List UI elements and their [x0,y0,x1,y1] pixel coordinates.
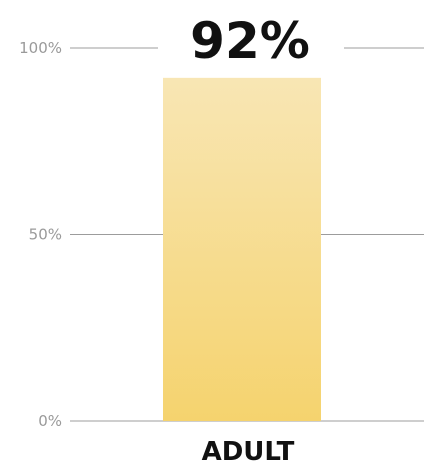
y-tick-label: 50% [29,226,62,244]
y-tick-label: 0% [38,412,62,430]
y-axis-tick-labels: 0% 50% 100% [19,39,62,430]
value-labels: 92% [190,12,310,70]
bars [163,77,321,421]
category-labels: ADULT [202,437,295,466]
bar-adult [163,77,321,421]
y-tick-label: 100% [19,39,62,57]
bar-value-label: 92% [190,12,310,70]
category-label: ADULT [202,437,295,466]
